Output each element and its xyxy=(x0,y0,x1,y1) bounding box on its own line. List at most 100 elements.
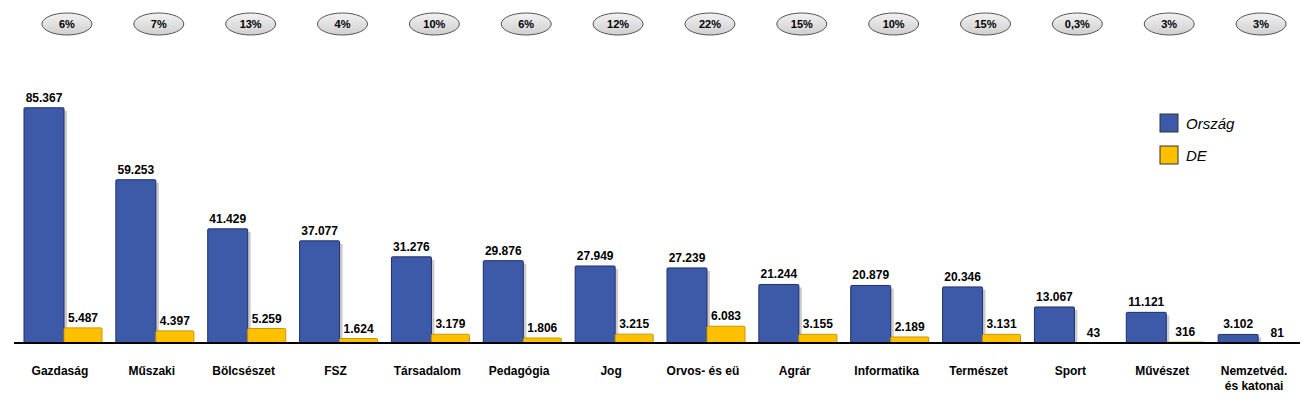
data-label: 21.244 xyxy=(761,267,798,281)
share-oval xyxy=(1052,13,1102,35)
x-tick-label: Pedagógia xyxy=(489,364,550,378)
data-label: 81 xyxy=(1270,326,1284,340)
data-label: 3.215 xyxy=(619,317,649,331)
share-label: 10% xyxy=(883,18,905,30)
share-oval xyxy=(777,13,827,35)
bar xyxy=(983,334,1021,343)
bar xyxy=(116,180,156,343)
legend-swatch xyxy=(1160,114,1178,132)
x-tick-label: Művészet xyxy=(1135,364,1189,378)
data-label: 2.189 xyxy=(895,320,925,334)
bar xyxy=(851,285,891,343)
bar xyxy=(64,328,102,343)
data-label: 3.179 xyxy=(435,317,465,331)
x-tick-label: Bölcsészet xyxy=(212,364,275,378)
data-label: 4.397 xyxy=(160,314,190,328)
share-oval xyxy=(318,13,368,35)
data-label: 1.624 xyxy=(344,322,374,336)
x-tick-label: Természet xyxy=(949,364,1007,378)
bar xyxy=(759,284,799,343)
data-label: 3.131 xyxy=(987,317,1017,331)
data-label: 31.276 xyxy=(393,240,430,254)
bar xyxy=(943,287,983,343)
x-tick-label: Társadalom xyxy=(394,364,461,378)
chart-svg: 85.36759.25341.42937.07731.27629.87627.9… xyxy=(0,0,1313,411)
share-oval xyxy=(1144,13,1194,35)
share-label: 6% xyxy=(59,18,75,30)
data-label: 20.879 xyxy=(852,268,889,282)
legend-label: Ország xyxy=(1186,115,1235,132)
bar xyxy=(615,334,653,343)
data-label: 3.155 xyxy=(803,317,833,331)
share-label: 15% xyxy=(974,18,996,30)
share-label: 15% xyxy=(791,18,813,30)
x-tick-label: FSZ xyxy=(324,364,347,378)
legend-swatch xyxy=(1160,146,1178,164)
data-label: 27.239 xyxy=(669,251,706,265)
bar xyxy=(24,108,64,343)
x-tick-label: Sport xyxy=(1055,364,1086,378)
data-label: 37.077 xyxy=(301,224,338,238)
share-label: 10% xyxy=(423,18,445,30)
bar xyxy=(208,229,248,343)
data-label: 5.487 xyxy=(68,311,98,325)
bar xyxy=(391,257,431,343)
data-label: 11.121 xyxy=(1128,295,1164,309)
share-label: 22% xyxy=(699,18,721,30)
x-axis-line xyxy=(14,342,1300,344)
labels: 85.36759.25341.42937.07731.27629.87627.9… xyxy=(26,91,1284,340)
data-label: 85.367 xyxy=(26,91,63,105)
data-label: 29.876 xyxy=(485,244,522,258)
chart-container: 85.36759.25341.42937.07731.27629.87627.9… xyxy=(0,0,1313,411)
legend-label: DE xyxy=(1186,147,1208,164)
share-label: 4% xyxy=(335,18,351,30)
data-label: 13.067 xyxy=(1036,290,1073,304)
share-label: 12% xyxy=(607,18,629,30)
share-label: 3% xyxy=(1253,18,1269,30)
share-oval xyxy=(501,13,551,35)
bars xyxy=(24,108,1296,343)
bar xyxy=(248,329,286,343)
x-tick-label: Jog xyxy=(600,364,621,378)
data-label: 3.102 xyxy=(1223,317,1253,331)
bar xyxy=(1034,307,1074,343)
share-oval xyxy=(593,13,643,35)
share-oval xyxy=(134,13,184,35)
x-tick-label: Gazdaság xyxy=(32,364,89,378)
bar xyxy=(1126,312,1166,343)
data-label: 20.346 xyxy=(944,270,981,284)
share-oval xyxy=(226,13,276,35)
share-label: 3% xyxy=(1161,18,1177,30)
share-oval xyxy=(42,13,92,35)
share-label: 13% xyxy=(240,18,262,30)
data-label: 59.253 xyxy=(118,163,155,177)
data-label: 316 xyxy=(1175,325,1195,339)
bar xyxy=(575,266,615,343)
x-tick-label: Orvos- és eü xyxy=(667,364,740,378)
bar xyxy=(431,334,469,343)
data-label: 5.259 xyxy=(252,312,282,326)
bar xyxy=(483,261,523,343)
share-oval xyxy=(409,13,459,35)
bar xyxy=(667,268,707,343)
data-label: 41.429 xyxy=(209,212,246,226)
share-oval xyxy=(869,13,919,35)
bar xyxy=(156,331,194,343)
bar xyxy=(799,334,837,343)
share-label: 7% xyxy=(151,18,167,30)
x-tick-label: Agrár xyxy=(779,364,811,378)
bar xyxy=(707,326,745,343)
share-label: 0,3% xyxy=(1065,18,1090,30)
share-oval xyxy=(685,13,735,35)
x-tick-label: Informatika xyxy=(854,364,919,378)
bar xyxy=(1218,334,1258,343)
share-oval xyxy=(1236,13,1286,35)
data-label: 6.083 xyxy=(711,309,741,323)
share-oval xyxy=(961,13,1011,35)
data-label: 43 xyxy=(1087,326,1101,340)
bar xyxy=(300,241,340,343)
data-label: 1.806 xyxy=(527,321,557,335)
share-label: 6% xyxy=(518,18,534,30)
legend: Ország DE xyxy=(1160,114,1235,164)
x-tick-label: Műszaki xyxy=(128,364,175,378)
